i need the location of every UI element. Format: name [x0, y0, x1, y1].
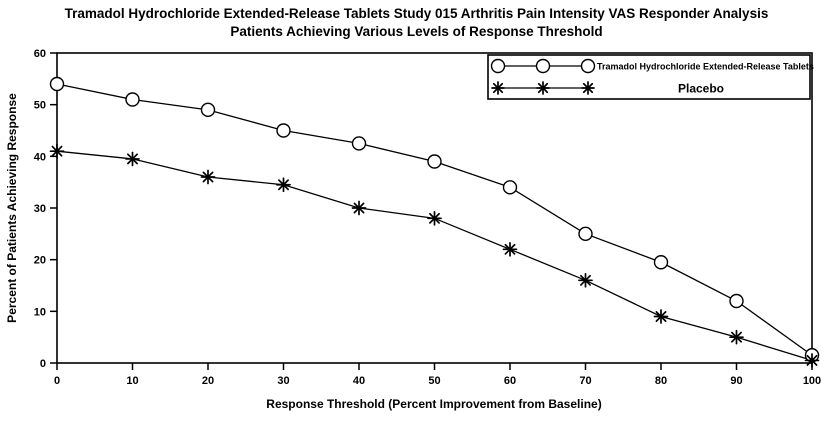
chart-title-line1: Tramadol Hydrochloride Extended-Release …	[64, 6, 769, 21]
svg-text:30: 30	[34, 203, 46, 215]
svg-text:90: 90	[730, 375, 742, 387]
svg-text:20: 20	[34, 255, 46, 267]
svg-text:10: 10	[34, 307, 46, 319]
legend-label-tramadol: Tramadol Hydrochloride Extended-Release …	[597, 62, 814, 72]
svg-text:60: 60	[504, 375, 516, 387]
svg-text:50: 50	[34, 100, 46, 112]
svg-text:50: 50	[428, 375, 440, 387]
legend-label-placebo: Placebo	[678, 82, 724, 96]
svg-text:100: 100	[803, 375, 821, 387]
svg-text:0: 0	[54, 375, 60, 387]
chart-title-line2: Patients Achieving Various Levels of Res…	[230, 24, 603, 40]
svg-text:10: 10	[126, 375, 138, 387]
line-chart-canvas: Response Threshold (Percent Improvement …	[5, 48, 821, 411]
y-axis-label: Percent of Patients Achieving Response	[5, 93, 19, 323]
svg-text:80: 80	[655, 375, 667, 387]
svg-text:60: 60	[34, 48, 46, 60]
svg-text:40: 40	[34, 152, 46, 164]
svg-text:40: 40	[353, 375, 365, 387]
svg-text:20: 20	[202, 375, 214, 387]
svg-text:0: 0	[40, 358, 46, 370]
svg-text:30: 30	[277, 375, 289, 387]
svg-text:70: 70	[579, 375, 591, 387]
x-axis-label: Response Threshold (Percent Improvement …	[266, 397, 601, 411]
